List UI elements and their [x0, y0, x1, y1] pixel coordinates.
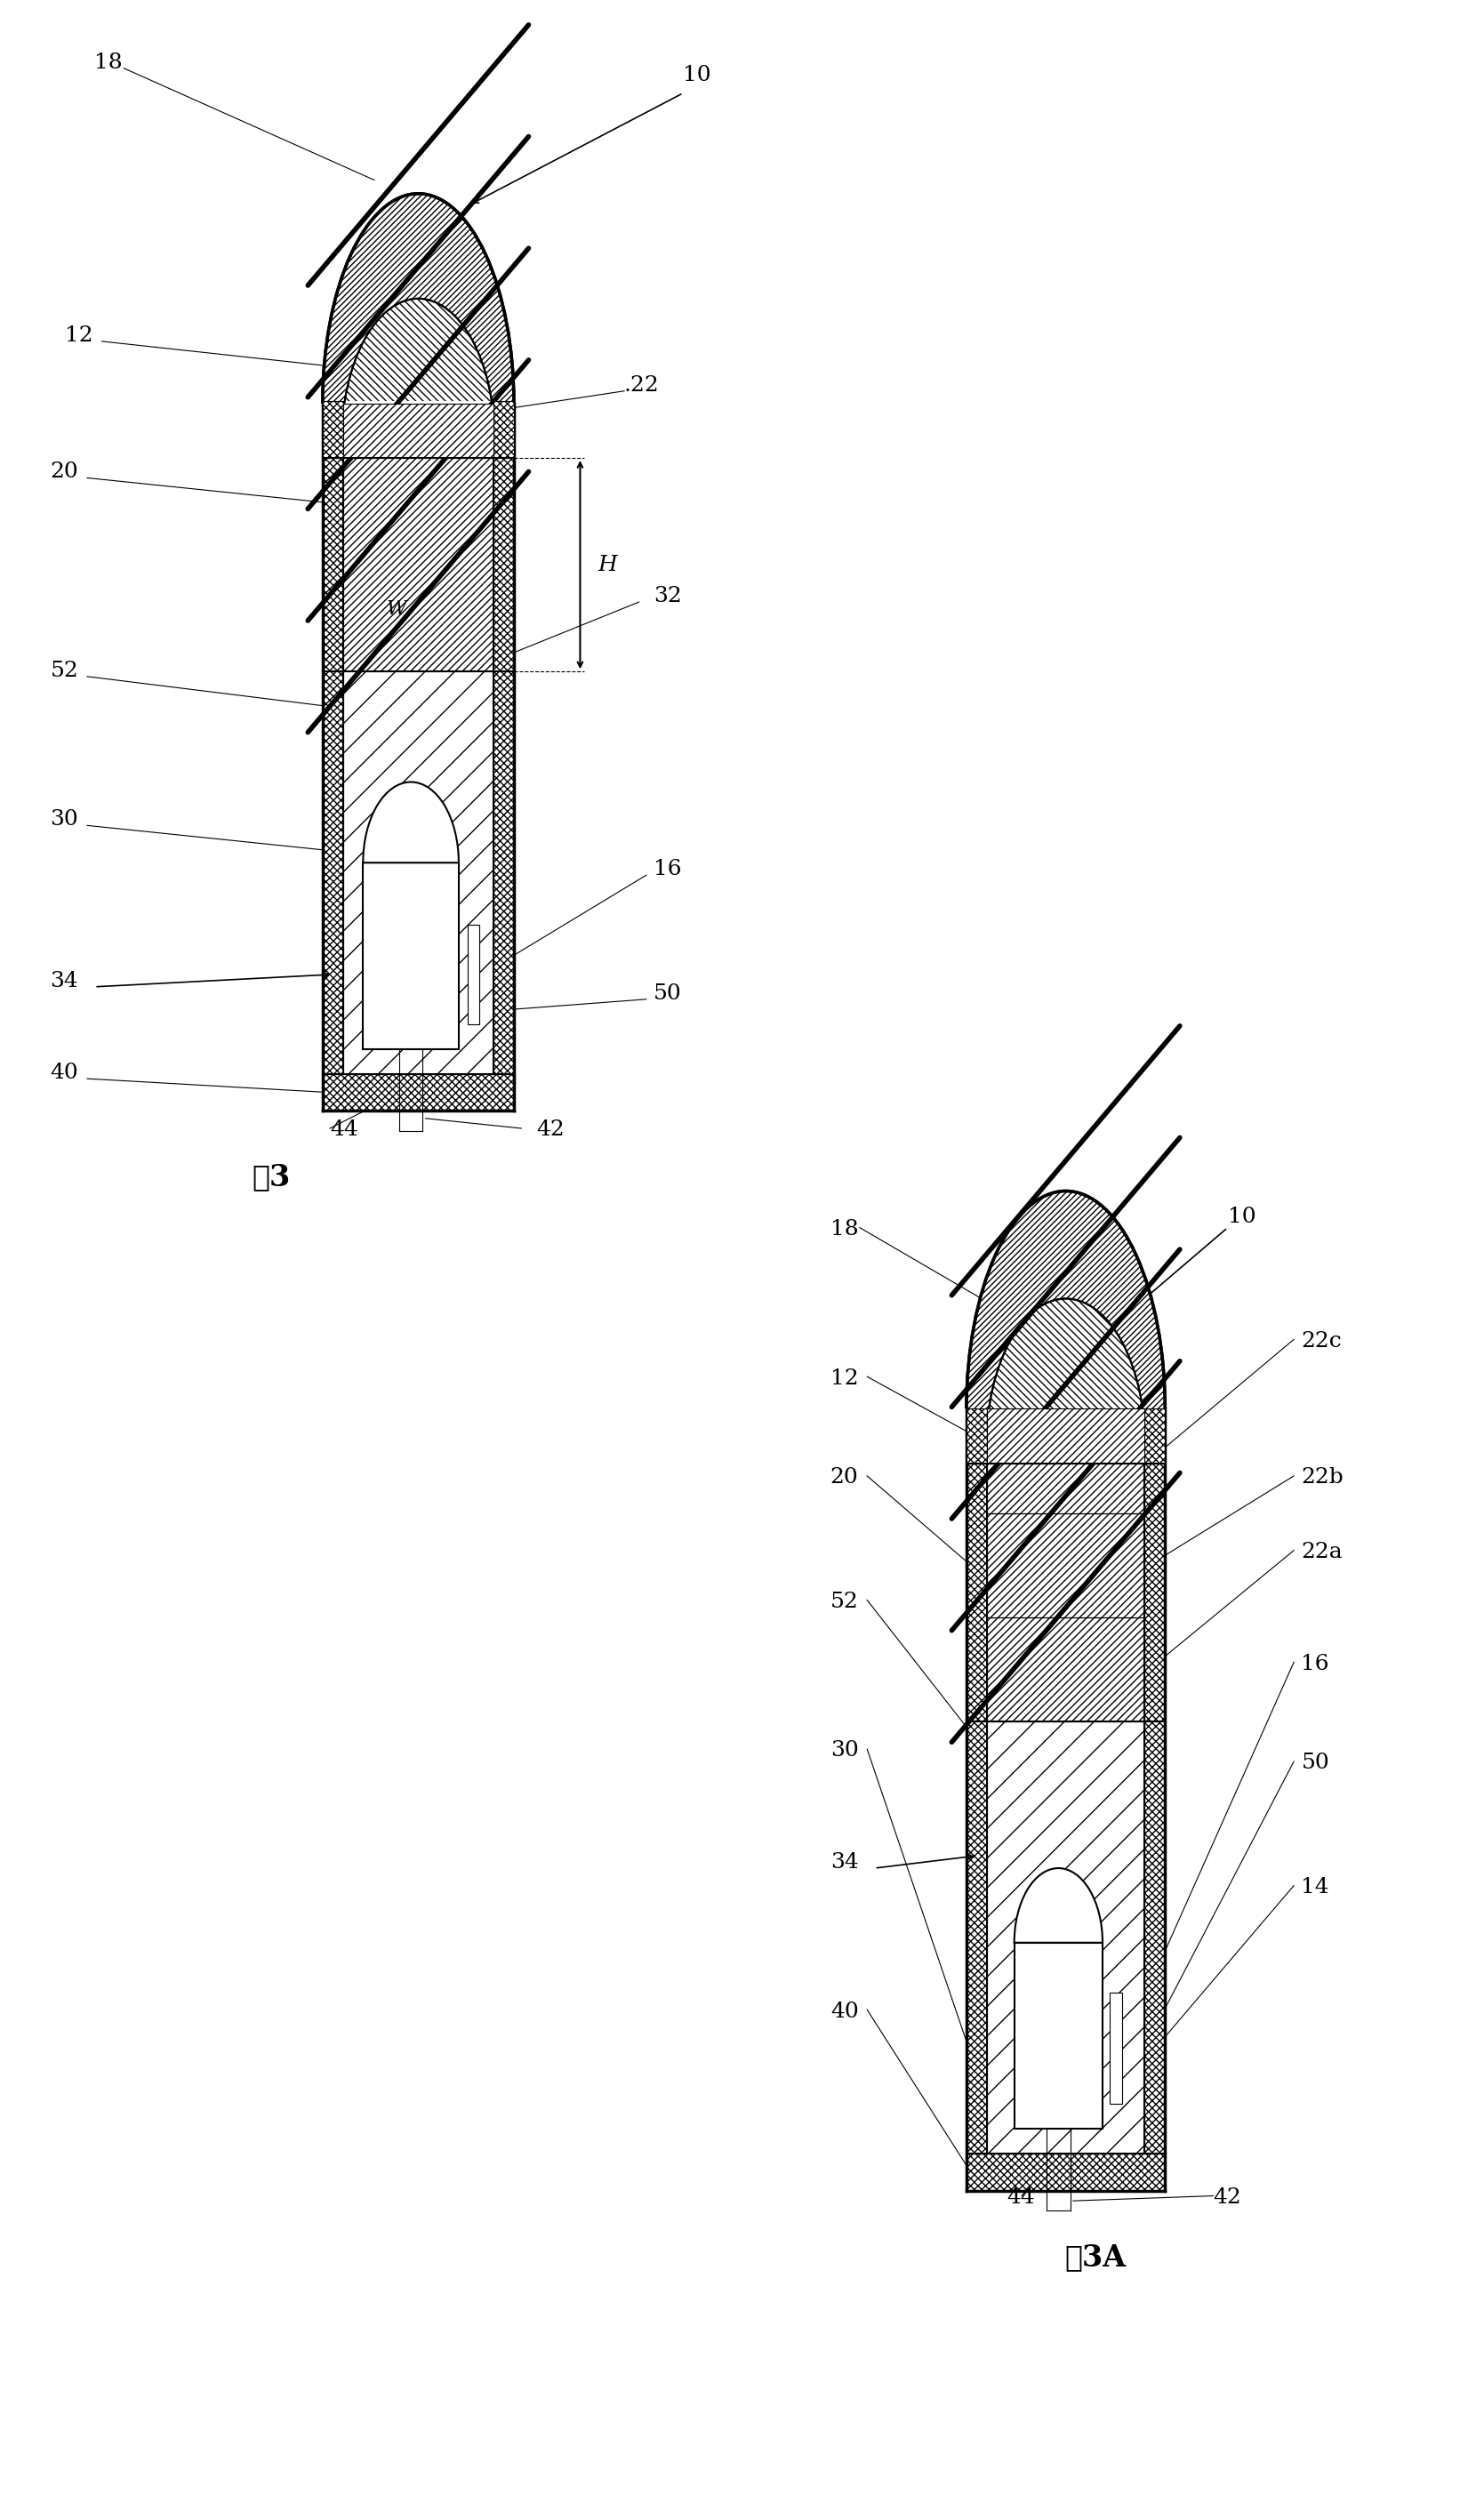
Text: 50: 50	[1301, 1754, 1330, 1774]
Bar	[343, 404, 493, 459]
Text: 22c: 22c	[1301, 1330, 1342, 1352]
Text: 52: 52	[50, 661, 79, 681]
Bar	[1144, 1410, 1165, 1465]
Bar	[1144, 1410, 1165, 2153]
Ellipse shape	[341, 299, 494, 584]
Text: 30: 30	[50, 808, 79, 831]
Text: 20: 20	[50, 462, 79, 482]
Ellipse shape	[322, 195, 513, 614]
Text: 22b: 22b	[1301, 1467, 1343, 1487]
Text: 18: 18	[831, 1220, 858, 1240]
Bar	[343, 402, 493, 407]
Bar	[966, 2153, 1165, 2191]
Text: 34: 34	[50, 971, 79, 991]
Text: 42: 42	[1212, 2188, 1241, 2208]
Text: 14: 14	[1301, 1876, 1330, 1896]
Text: 16: 16	[1301, 1654, 1330, 1674]
Text: H: H	[598, 554, 617, 574]
Text: 44: 44	[1008, 2188, 1036, 2208]
Text: 32: 32	[653, 586, 683, 606]
Bar	[1014, 1944, 1103, 2128]
Text: 20: 20	[831, 1467, 859, 1487]
Text: 12: 12	[831, 1367, 858, 1390]
Text: 10: 10	[683, 65, 711, 85]
Bar	[987, 1722, 1144, 2153]
Wedge shape	[1014, 1869, 1103, 1944]
Text: 16: 16	[653, 858, 681, 881]
Bar	[987, 1410, 1144, 1465]
Text: W: W	[386, 599, 407, 619]
Bar	[322, 404, 343, 1073]
Text: 44: 44	[329, 1120, 358, 1140]
Bar	[364, 863, 459, 1048]
Bar	[322, 402, 343, 459]
Text: 34: 34	[831, 1851, 859, 1874]
Text: 30: 30	[831, 1742, 859, 1761]
Wedge shape	[364, 781, 459, 863]
Bar	[966, 1410, 987, 2153]
Text: 52: 52	[831, 1592, 859, 1612]
Text: 42: 42	[536, 1120, 564, 1140]
Ellipse shape	[987, 1297, 1146, 1594]
Bar	[467, 926, 479, 1023]
Bar	[1110, 1994, 1122, 2103]
Bar	[322, 1073, 513, 1110]
Text: 12: 12	[65, 324, 93, 347]
Text: 40: 40	[831, 2001, 859, 2021]
Text: 22a: 22a	[1301, 1542, 1343, 1562]
Text: 10: 10	[1227, 1208, 1255, 1228]
Text: 50: 50	[653, 983, 683, 1003]
Text: 图3A: 图3A	[1064, 2243, 1126, 2270]
Bar	[343, 671, 493, 1073]
Bar	[987, 1410, 1144, 1512]
Bar	[987, 1512, 1144, 1617]
Text: .22: .22	[625, 374, 659, 394]
Text: 40: 40	[50, 1063, 79, 1083]
Text: 图3: 图3	[252, 1163, 291, 1193]
Ellipse shape	[966, 1190, 1165, 1627]
Bar	[343, 404, 493, 671]
Bar	[987, 1617, 1144, 1722]
Bar	[493, 402, 513, 459]
Text: 18: 18	[95, 52, 123, 72]
Bar	[493, 404, 513, 1073]
Bar	[966, 1410, 987, 1465]
